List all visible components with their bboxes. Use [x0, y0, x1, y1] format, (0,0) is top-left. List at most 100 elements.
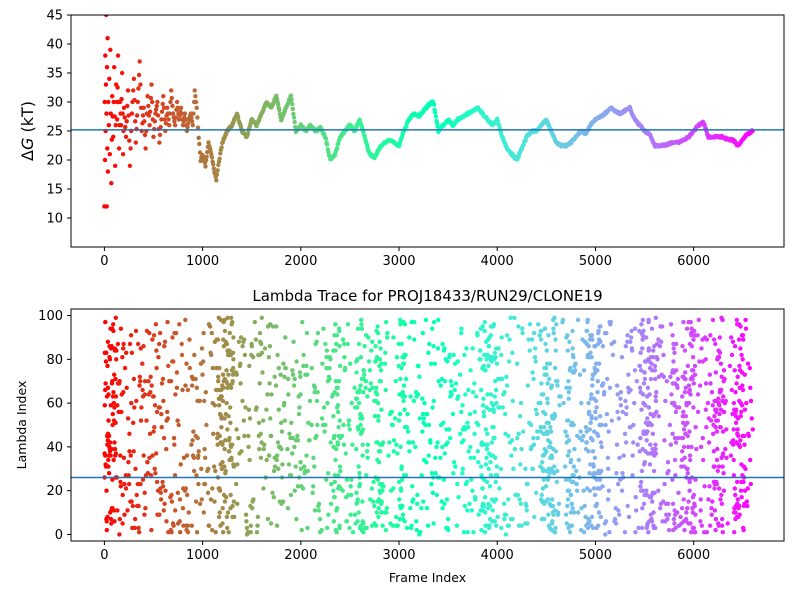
lambda-point [117, 532, 122, 537]
lambda-point [397, 516, 402, 522]
lambda-point [213, 468, 218, 474]
lambda-point [264, 457, 269, 463]
lambda-point [590, 525, 596, 531]
lambda-point [631, 422, 636, 428]
lambda-point [624, 405, 629, 410]
lambda-point [334, 446, 339, 452]
lambda-point [555, 379, 560, 384]
lambda-point [283, 335, 288, 340]
lambda-point [223, 438, 228, 443]
lambda-point [230, 442, 235, 447]
lambda-point [324, 477, 329, 482]
lambda-point [117, 379, 122, 384]
lambda-point [738, 324, 743, 329]
dg-point [113, 163, 118, 168]
lambda-point [269, 392, 274, 397]
lambda-point [378, 449, 383, 454]
lambda-point [588, 350, 593, 355]
lambda-point [249, 344, 254, 349]
dg-point [110, 94, 115, 99]
lambda-point [394, 514, 399, 520]
lambda-point [533, 346, 538, 351]
lambda-point [733, 407, 739, 412]
lambda-point [599, 468, 604, 474]
lambda-point [185, 492, 190, 498]
lambda-point [175, 490, 181, 495]
lambda-point [671, 359, 676, 364]
lambda-point [542, 326, 548, 331]
lambda-point [617, 512, 622, 517]
lambda-point [566, 438, 572, 443]
dg-point [163, 121, 169, 126]
lambda-point [415, 501, 420, 506]
lambda-point [653, 442, 658, 447]
lambda-point [486, 363, 491, 369]
lambda-point [468, 368, 473, 373]
lambda-point [550, 519, 555, 524]
lambda-point [647, 392, 652, 397]
lambda-y-axis-label: Lambda Index [14, 381, 29, 470]
lambda-point [254, 530, 260, 535]
lambda-point [166, 363, 171, 369]
lambda-point [491, 425, 496, 430]
lambda-point [742, 407, 748, 412]
dg-point [178, 105, 184, 111]
lambda-point [568, 365, 573, 371]
lambda-point [678, 514, 683, 520]
dg-point [120, 111, 125, 116]
lambda-point [420, 429, 425, 434]
lambda-point [207, 324, 213, 329]
lambda-point [325, 400, 330, 406]
lambda-point [474, 394, 479, 399]
lambda-point [217, 510, 222, 515]
lambda-y-tick-label: 20 [46, 484, 63, 499]
lambda-point [592, 455, 598, 460]
lambda-point [328, 501, 334, 506]
lambda-point [708, 418, 714, 423]
lambda-point [603, 519, 609, 524]
dg-point [165, 105, 170, 111]
lambda-point [115, 403, 120, 408]
lambda-point [409, 523, 414, 528]
lambda-point [442, 451, 447, 456]
lambda-point [112, 440, 117, 445]
lambda-point [194, 530, 200, 535]
lambda-point [374, 392, 380, 397]
lambda-point [493, 387, 499, 393]
lambda-point [113, 420, 118, 425]
lambda-point [331, 414, 336, 419]
lambda-point [689, 444, 694, 450]
lambda-point [104, 519, 109, 524]
lambda-point [382, 361, 388, 366]
lambda-point [539, 492, 544, 498]
lambda-point [657, 344, 663, 349]
lambda-point [646, 346, 652, 351]
lambda-point [579, 400, 584, 406]
dg-point [105, 36, 110, 41]
lambda-point [433, 455, 438, 460]
lambda-point [355, 497, 360, 502]
lambda-point [183, 486, 189, 491]
lambda-point [709, 390, 715, 395]
lambda-point [639, 322, 644, 327]
lambda-point [335, 403, 341, 408]
lambda-point [411, 497, 416, 502]
lambda-point [527, 348, 532, 353]
lambda-point [618, 390, 624, 395]
lambda-point [337, 418, 342, 423]
dg-point [161, 105, 167, 111]
lambda-point [357, 481, 363, 487]
lambda-point [436, 317, 441, 323]
lambda-point [349, 477, 354, 482]
lambda-point [356, 464, 361, 469]
lambda-point [671, 516, 677, 522]
lambda-point [565, 333, 570, 338]
lambda-point [180, 387, 185, 393]
lambda-point [568, 510, 574, 515]
lambda-point [154, 409, 160, 415]
lambda-point [412, 337, 417, 342]
lambda-point [675, 376, 681, 382]
lambda-point [240, 344, 245, 349]
lambda-point [518, 462, 523, 467]
lambda-point [494, 464, 499, 469]
